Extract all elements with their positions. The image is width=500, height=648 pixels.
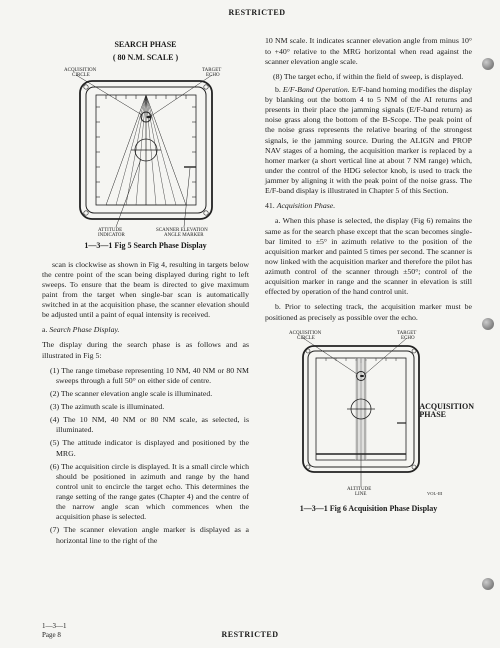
svg-text:ECHO: ECHO [401,336,415,341]
left-s7: (7) The scanner elevation angle marker i… [42,525,249,545]
right-p1: 10 NM scale. It indicates scanner elevat… [265,36,472,66]
left-s4: (4) The 10 NM, 40 NM or 80 NM scale, as … [42,415,249,435]
left-h1: a. Search Phase Display. [42,325,249,335]
punch-hole-icon [482,578,494,590]
svg-text:CIRCLE: CIRCLE [297,336,315,341]
fig5-caption: 1—3—1 Fig 5 Search Phase Display [42,241,249,251]
right-h2: 41. Acquisition Phase. [265,201,472,211]
svg-text:ECHO: ECHO [206,73,220,78]
classification-header: RESTRICTED [42,8,472,18]
svg-text:ANGLE MARKER: ANGLE MARKER [164,233,204,237]
fig5-subtitle: ( 80 N.M. SCALE ) [42,53,249,63]
page-ref: 1—3—1 Page 8 [42,622,67,640]
fig5-title: SEARCH PHASE [42,40,249,50]
left-s6: (6) The acquisition circle is displayed.… [42,462,249,523]
right-column: 10 NM scale. It indicates scanner elevat… [265,36,472,548]
right-p2: b. E/F-Band Operation. E/F-band homing m… [265,85,472,196]
svg-text:INDICATOR: INDICATOR [98,233,126,237]
right-s8: (8) The target echo, if within the field… [265,72,472,82]
left-p1: scan is clockwise as shown in Fig 4, res… [42,260,249,321]
left-s1: (1) The range timebase representing 10 N… [42,366,249,386]
left-column: SEARCH PHASE ( 80 N.M. SCALE ) [42,36,249,548]
left-s5: (5) The attitude indicator is displayed … [42,438,249,458]
right-p4: b. Prior to selecting track, the acquisi… [265,302,472,322]
right-p3: a. When this phase is selected, the disp… [265,216,472,297]
punch-hole-icon [482,318,494,330]
svg-text:VOL-III: VOL-III [427,491,443,496]
fig6-caption: 1—3—1 Fig 6 Acquisition Phase Display [265,504,472,514]
fig6-phase-label: ACQUISITIONPHASE [419,403,474,421]
svg-text:LINE: LINE [355,492,366,497]
classification-footer: RESTRICTED [221,630,278,640]
left-p2: The display during the search phase is a… [42,340,249,360]
fig5-diagram: ACQUISITION CIRCLE TARGET ECHO ATTITUDE … [56,67,236,237]
two-column-layout: SEARCH PHASE ( 80 N.M. SCALE ) [42,36,472,548]
svg-text:CIRCLE: CIRCLE [72,73,90,78]
left-s3: (3) The azimuth scale is illuminated. [42,402,249,412]
left-s2: (2) The scanner elevation angle scale is… [42,389,249,399]
punch-hole-icon [482,58,494,70]
